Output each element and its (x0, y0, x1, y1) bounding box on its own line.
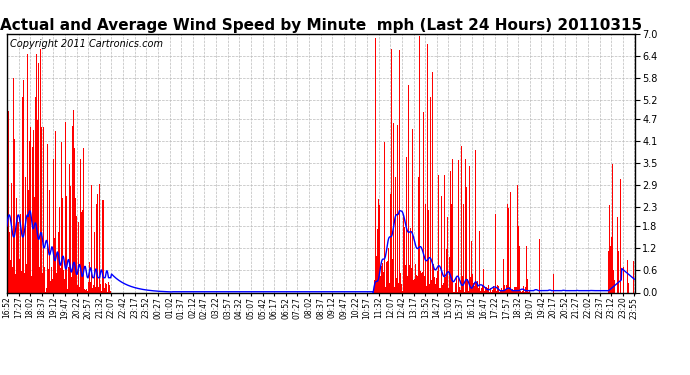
Text: Copyright 2011 Cartronics.com: Copyright 2011 Cartronics.com (10, 39, 163, 49)
Title: Actual and Average Wind Speed by Minute  mph (Last 24 Hours) 20110315: Actual and Average Wind Speed by Minute … (0, 18, 642, 33)
